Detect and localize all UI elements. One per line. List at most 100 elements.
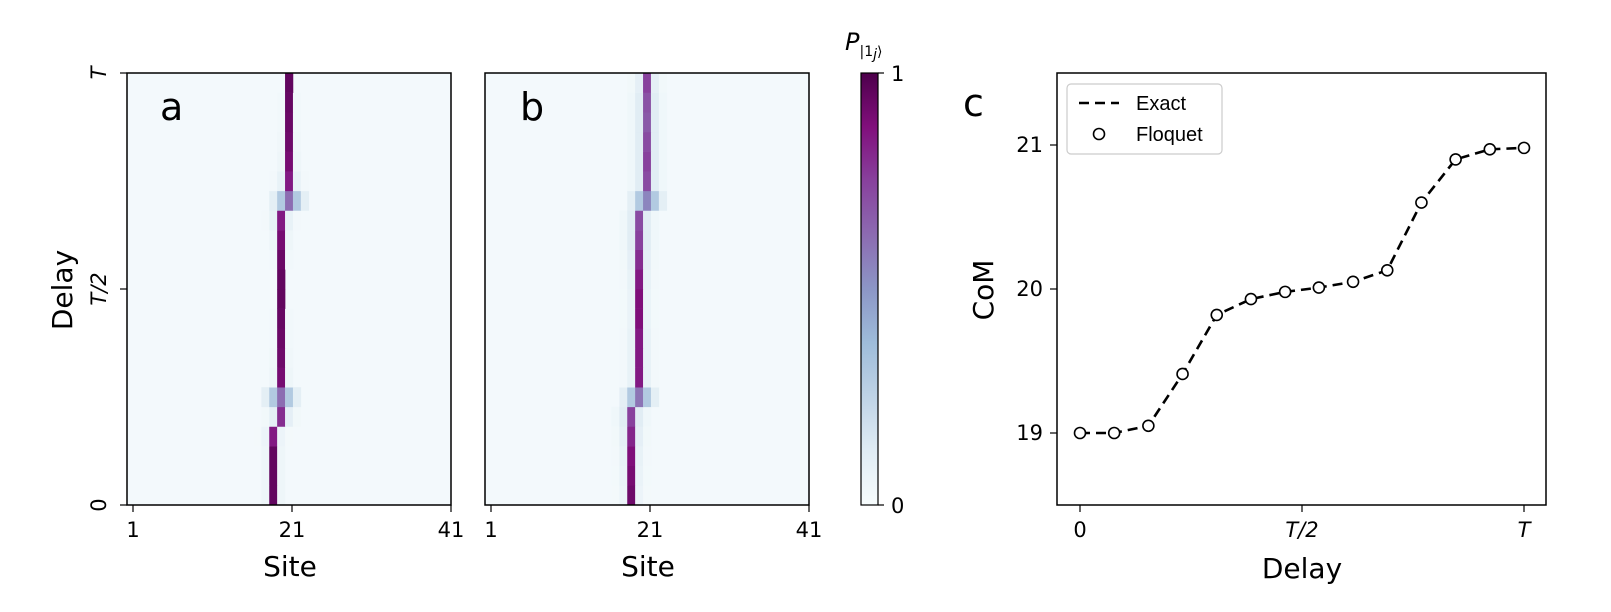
floquet-point	[1483, 143, 1497, 156]
heatmap-cell	[635, 190, 644, 211]
heatmap-cell	[643, 289, 652, 309]
panel-label-a: a	[160, 85, 183, 129]
heatmap-cell	[650, 347, 660, 368]
heatmap-cell	[619, 210, 628, 231]
y-axis-a: 0 T/2 T Delay	[46, 64, 127, 512]
heatmap-cell	[285, 347, 294, 368]
heatmap-cell	[658, 112, 668, 133]
heatmap-cell	[261, 426, 270, 447]
heatmap-cell	[643, 426, 652, 447]
heatmap-cell	[627, 131, 636, 152]
heatmap-cell	[635, 465, 644, 486]
series-exact-line	[1080, 146, 1525, 435]
y-tick-c-0: 19	[1016, 421, 1043, 445]
floquet-point	[1278, 285, 1292, 299]
heatmap-cell	[285, 308, 294, 329]
heatmap-cell	[643, 347, 652, 368]
heatmap-cell	[261, 465, 270, 486]
heatmap-cell	[285, 171, 294, 192]
heatmap-cell	[277, 171, 286, 192]
heatmap-cell	[643, 210, 652, 231]
heatmap-cell	[277, 230, 286, 251]
heatmap-cell	[269, 367, 278, 388]
y-axis-label-a: Delay	[46, 250, 79, 330]
heatmap-cell	[292, 112, 302, 133]
heatmap-cell	[635, 347, 644, 368]
heatmap-cell	[292, 171, 302, 192]
heatmap-cell	[611, 406, 620, 427]
floquet-point	[1415, 196, 1428, 209]
colorbar-title: P|1j⟩	[845, 28, 882, 63]
heatmap-cell	[650, 92, 660, 113]
y-axis-c: 19 20 21 CoM	[967, 133, 1057, 445]
heatmap-cell	[627, 269, 636, 290]
heatmap-cell	[619, 347, 628, 368]
x-tick-b-2: 41	[796, 518, 823, 542]
heatmap-cell	[635, 289, 644, 309]
floquet-point	[1380, 263, 1394, 277]
floquet-point	[1244, 292, 1258, 306]
floquet-point	[1176, 367, 1189, 381]
heatmap-cell	[627, 308, 636, 329]
floquet-point	[1517, 141, 1531, 155]
y-tick-a-2: T	[87, 64, 111, 79]
colorbar-max-label: 1	[891, 62, 904, 86]
heatmap-cell	[611, 465, 620, 486]
heatmap-cell	[277, 151, 286, 172]
heatmap-cell	[650, 387, 660, 408]
heatmap-cell	[650, 210, 660, 231]
heatmap-cell	[269, 446, 278, 467]
heatmap-cell	[650, 230, 660, 251]
heatmap-cell	[619, 269, 628, 290]
heatmap-cell	[643, 328, 652, 349]
heatmap-cell	[650, 249, 660, 270]
heatmap-cell	[269, 347, 278, 368]
heatmap-cell	[277, 92, 286, 113]
heatmap-cell	[285, 249, 294, 270]
heatmap-cell	[269, 308, 278, 329]
heatmap-cell	[292, 131, 302, 152]
heatmap-cell	[292, 210, 302, 231]
heatmap-cell	[658, 171, 668, 192]
heatmap-cell	[269, 210, 278, 231]
heatmap-cell	[285, 112, 294, 133]
heatmap-cell	[261, 406, 270, 427]
heatmap-cell	[627, 151, 636, 172]
floquet-point	[1312, 281, 1326, 294]
heatmap-cell	[619, 485, 628, 506]
x-tick-b-0: 1	[484, 518, 497, 542]
heatmap-cell	[650, 367, 660, 388]
heatmap-cell	[627, 230, 636, 251]
line-panel-c: c 0 T/2 T Delay 19 20 21 CoM Exact Floqu…	[963, 72, 1547, 585]
heatmap-cell	[277, 485, 286, 506]
heatmap-cell	[619, 289, 628, 309]
heatmap-cell	[635, 131, 644, 152]
heatmap-cell	[658, 151, 668, 172]
heatmap-cell	[650, 131, 660, 152]
heatmap-cell	[635, 151, 644, 172]
heatmap-cell	[643, 249, 652, 270]
x-tick-c-1: T/2	[1285, 518, 1318, 542]
colorbar: 1 0 P|1j⟩	[845, 28, 904, 518]
heatmap-cell	[643, 446, 652, 467]
x-tick-a-2: 41	[438, 518, 465, 542]
heatmap-cell	[627, 446, 636, 467]
heatmap-cell	[627, 73, 636, 93]
heatmap-cell	[261, 210, 270, 231]
heatmap-cell	[269, 171, 278, 192]
heatmap-cell	[635, 92, 644, 113]
heatmap-cell	[277, 465, 286, 486]
heatmap-cell	[643, 485, 652, 506]
heatmap-cell	[619, 230, 628, 251]
heatmap-cell	[643, 308, 652, 329]
heatmap-cell	[635, 269, 644, 290]
heatmap-b-frame	[484, 72, 810, 506]
heatmap-cell	[627, 171, 636, 192]
heatmap-cell	[627, 367, 636, 388]
heatmap-cell	[269, 328, 278, 349]
heatmap-cell	[269, 485, 278, 506]
heatmap-cell	[261, 485, 270, 506]
heatmap-cell	[285, 151, 294, 172]
heatmap-cell	[277, 190, 286, 211]
